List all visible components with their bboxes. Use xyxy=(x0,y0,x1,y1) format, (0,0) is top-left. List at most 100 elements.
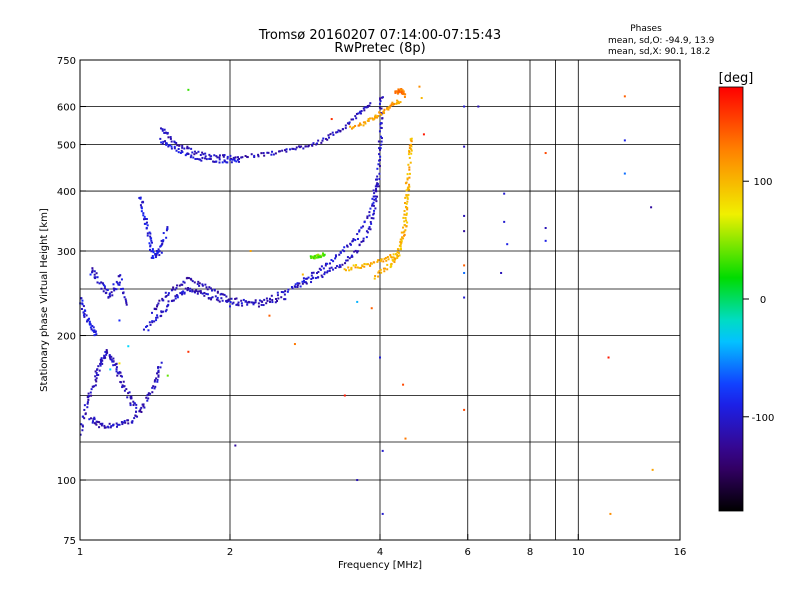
data-point xyxy=(403,214,405,216)
data-point xyxy=(111,294,113,296)
data-point xyxy=(506,243,508,245)
data-point xyxy=(107,426,109,428)
data-point xyxy=(324,254,326,256)
data-point xyxy=(379,149,381,151)
data-point xyxy=(373,192,375,194)
data-point xyxy=(337,129,339,131)
data-point xyxy=(141,207,143,209)
data-point xyxy=(238,161,240,163)
data-point xyxy=(229,155,231,157)
data-point xyxy=(171,141,173,143)
data-point xyxy=(331,267,333,269)
data-point xyxy=(151,312,153,314)
data-point xyxy=(113,289,115,291)
data-point xyxy=(189,288,191,290)
data-point xyxy=(146,400,148,402)
data-point xyxy=(147,397,149,399)
data-point xyxy=(297,282,299,284)
data-point xyxy=(158,248,160,250)
data-point xyxy=(151,391,153,393)
data-point xyxy=(116,368,118,370)
data-point xyxy=(136,416,138,418)
data-point xyxy=(187,153,189,155)
data-point xyxy=(183,148,185,150)
data-point xyxy=(349,257,351,259)
data-point xyxy=(143,407,145,409)
data-point xyxy=(135,407,137,409)
data-point xyxy=(404,229,406,231)
data-point xyxy=(368,105,370,107)
data-point xyxy=(379,103,381,105)
data-point xyxy=(320,142,322,144)
data-point xyxy=(329,262,331,264)
data-point xyxy=(200,290,202,292)
data-point xyxy=(317,277,319,279)
data-point xyxy=(83,305,85,307)
data-point xyxy=(373,261,375,263)
data-point xyxy=(202,285,204,287)
data-point xyxy=(284,290,286,292)
data-point xyxy=(378,140,380,142)
data-point xyxy=(407,178,409,180)
data-point xyxy=(81,300,83,302)
data-point xyxy=(331,118,333,120)
data-point xyxy=(166,226,168,228)
data-point xyxy=(96,369,98,371)
data-point xyxy=(160,366,162,368)
data-point xyxy=(296,286,298,288)
data-point xyxy=(101,363,103,365)
data-point xyxy=(351,255,353,257)
data-point xyxy=(194,158,196,160)
data-point xyxy=(208,298,210,300)
data-point xyxy=(369,102,371,104)
data-point xyxy=(116,426,118,428)
data-point xyxy=(166,142,168,144)
data-point xyxy=(241,305,243,307)
data-point xyxy=(181,151,183,153)
data-point xyxy=(345,125,347,127)
data-point xyxy=(203,295,205,297)
data-point xyxy=(157,366,159,368)
data-point xyxy=(90,392,92,394)
data-point xyxy=(361,264,363,266)
y-axis-label: Stationary phase Virtual Height [km] xyxy=(39,208,50,392)
data-point xyxy=(545,240,547,242)
data-point xyxy=(321,140,323,142)
data-point xyxy=(323,273,325,275)
data-point xyxy=(289,148,291,150)
data-point xyxy=(219,162,221,164)
data-point xyxy=(303,280,305,282)
data-point xyxy=(122,292,124,294)
data-point xyxy=(410,153,412,155)
data-point xyxy=(97,365,99,367)
data-point xyxy=(253,155,255,157)
data-point xyxy=(111,291,113,293)
data-point xyxy=(329,267,331,269)
data-point xyxy=(218,156,220,158)
data-point xyxy=(350,267,352,269)
data-point xyxy=(165,237,167,239)
data-point xyxy=(363,266,365,268)
data-point xyxy=(106,352,108,354)
data-point xyxy=(162,141,164,143)
data-point xyxy=(146,218,148,220)
data-point xyxy=(310,281,312,283)
data-point xyxy=(406,213,408,215)
data-point xyxy=(187,351,189,353)
data-point xyxy=(145,223,147,225)
data-point xyxy=(321,265,323,267)
data-point xyxy=(149,321,151,323)
data-point xyxy=(368,211,370,213)
data-point xyxy=(181,293,183,295)
data-point xyxy=(134,415,136,417)
data-point xyxy=(175,297,177,299)
data-point xyxy=(318,256,320,258)
phase-stats-heading: Phases xyxy=(630,24,662,34)
data-point xyxy=(118,319,120,321)
data-point xyxy=(246,304,248,306)
data-point xyxy=(197,283,199,285)
data-point xyxy=(382,513,384,515)
data-point xyxy=(373,210,375,212)
data-point xyxy=(161,244,163,246)
data-point xyxy=(408,153,410,155)
